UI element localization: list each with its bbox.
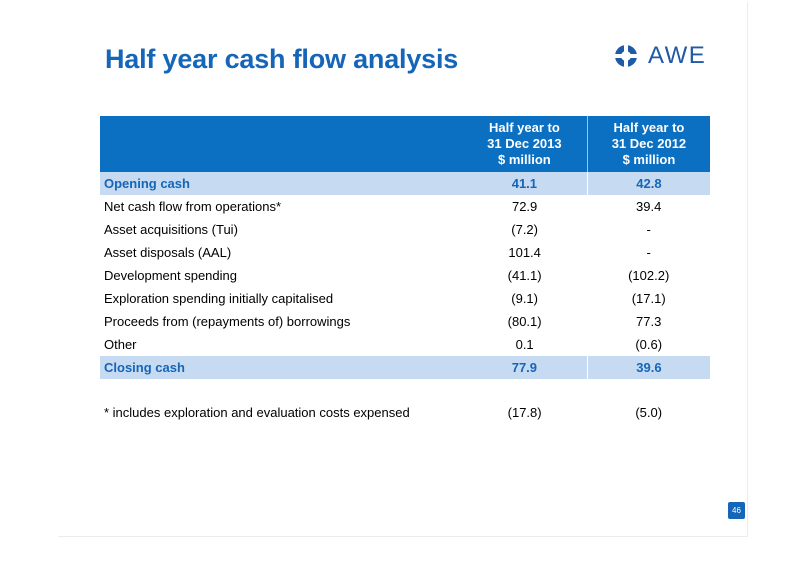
table-row: Asset disposals (AAL) 101.4 - (100, 241, 710, 264)
footnote-value-2012: (5.0) (635, 405, 663, 420)
table-header-row: Half year to 31 Dec 2013 $ million Half … (100, 116, 710, 172)
row-label: Development spending (104, 268, 237, 283)
header-2013-line2: 31 Dec 2013 (487, 136, 562, 151)
value-2012: (102.2) (628, 268, 670, 283)
value-2013: (80.1) (507, 314, 542, 329)
row-label: Net cash flow from operations* (104, 199, 282, 214)
table-row: Net cash flow from operations* 72.9 39.4 (100, 195, 710, 218)
value-2012: - (646, 222, 651, 237)
header-2012-line1: Half year to (613, 120, 685, 135)
row-label: Proceeds from (repayments of) borrowings (104, 314, 351, 329)
awe-logo-icon (612, 42, 640, 70)
value-2012: - (646, 245, 651, 260)
header-2012: Half year to 31 Dec 2012 $ million (587, 116, 710, 172)
logo-text: AWE (648, 42, 707, 69)
header-2012-line3: $ million (622, 152, 676, 167)
row-label: Opening cash (100, 172, 462, 195)
table-row: Exploration spending initially capitalis… (100, 287, 710, 310)
page-number-badge: 46 (728, 502, 745, 519)
row-label: Closing cash (100, 356, 462, 379)
table-row: Closing cash 77.9 39.6 (100, 356, 710, 379)
value-2013: 0.1 (515, 337, 534, 352)
table-row: Asset acquisitions (Tui) (7.2) - (100, 218, 710, 241)
value-2012: (0.6) (635, 337, 663, 352)
value-2012: 42.8 (587, 172, 710, 195)
page-title: Half year cash flow analysis (105, 44, 459, 74)
row-label: Asset disposals (AAL) (104, 245, 232, 260)
row-label: Exploration spending initially capitalis… (104, 291, 334, 306)
row-label: Asset acquisitions (Tui) (104, 222, 238, 237)
value-2012: 77.3 (636, 314, 662, 329)
table-row: Opening cash 41.1 42.8 (100, 172, 710, 195)
value-2013: 41.1 (461, 172, 588, 195)
table-row: Development spending (41.1) (102.2) (100, 264, 710, 287)
header-label-cell (100, 116, 462, 172)
value-2012: (17.1) (631, 291, 666, 306)
value-2013: 77.9 (461, 356, 588, 379)
value-2012: 39.6 (587, 356, 710, 379)
table-row: Other 0.1 (0.6) (100, 333, 710, 356)
value-2013: (41.1) (507, 268, 542, 283)
row-label: Other (104, 337, 137, 352)
header-2013: Half year to 31 Dec 2013 $ million (461, 116, 588, 172)
header-2013-line3: $ million (498, 152, 551, 167)
value-2013: (9.1) (511, 291, 538, 306)
footnote-row: * includes exploration and evaluation co… (100, 401, 710, 424)
cash-flow-table: Half year to 31 Dec 2013 $ million Half … (100, 116, 710, 424)
value-2012: 39.4 (636, 199, 662, 214)
table-row: Proceeds from (repayments of) borrowings… (100, 310, 710, 333)
spacer-row (100, 379, 710, 401)
slide-frame (58, 2, 748, 537)
header-2013-line1: Half year to (488, 120, 560, 135)
value-2013: 101.4 (508, 245, 541, 260)
company-logo: AWE (612, 40, 706, 72)
value-2013: (7.2) (511, 222, 538, 237)
footnote-label: * includes exploration and evaluation co… (104, 405, 410, 420)
footnote-value-2013: (17.8) (507, 405, 542, 420)
header-2012-line2: 31 Dec 2012 (611, 136, 687, 151)
value-2013: 72.9 (511, 199, 538, 214)
